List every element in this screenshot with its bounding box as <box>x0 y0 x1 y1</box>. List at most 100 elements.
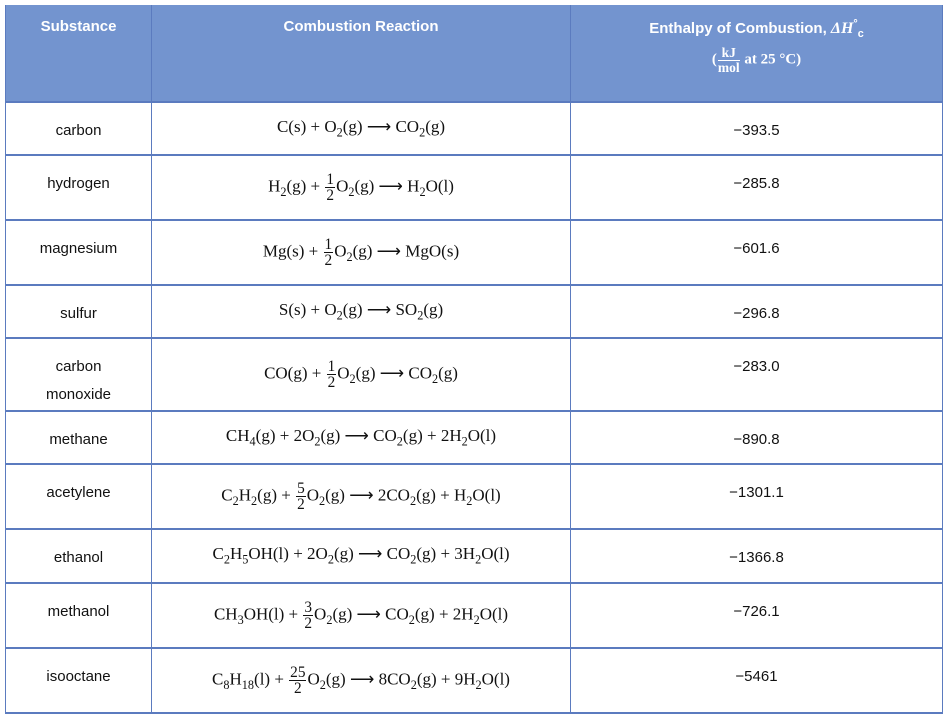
subscript: 2 <box>319 677 326 692</box>
column-header: Combustion Reaction <box>151 5 571 102</box>
text-part: CO(g) + <box>264 363 326 383</box>
denominator: 2 <box>293 680 302 697</box>
subscript: 2 <box>346 249 353 264</box>
numerator: 1 <box>326 357 337 375</box>
enthalpy: −283.0 <box>570 337 943 412</box>
text-part: Mg(s) + <box>262 241 323 261</box>
text-part: at 25 °C) <box>740 51 802 68</box>
substance: magnesium <box>39 240 118 257</box>
subscript: 2 <box>349 371 356 386</box>
subscript: 4 <box>249 434 256 449</box>
subscript: 2 <box>461 434 468 449</box>
combustion-table: Substance Combustion Reaction Enthalpy of … <box>5 5 943 714</box>
text-part: O <box>307 669 320 689</box>
numerator: kJ <box>717 46 740 61</box>
text-part: Enthalpy of Combustion, <box>649 20 831 37</box>
text-part: (g) + H <box>416 485 467 505</box>
text-part: (g) ⟶ MgO(s) <box>352 241 460 261</box>
subscript: 2 <box>431 371 439 386</box>
text-part: (l) + <box>254 669 289 689</box>
text-part: (g) + 3H <box>416 544 476 564</box>
substance: sulfur <box>60 305 97 322</box>
subscript: 5 <box>242 552 249 567</box>
numerator: 1 <box>323 235 334 253</box>
denominator: 2 <box>297 496 305 513</box>
text-part: (g) + <box>257 485 296 505</box>
text-part: O(l) <box>481 669 510 689</box>
substance-cell: methane <box>5 410 152 465</box>
text-part: (g) + <box>286 176 325 196</box>
text-part: (g) ⟶ H <box>354 176 420 196</box>
column-header: Enthalpy of Combustion, ΔH°c (kJ mol at 25… <box>570 5 943 102</box>
text-part: O <box>336 176 349 196</box>
subscript: 2 <box>314 434 321 449</box>
table-row: hydrogen H2(g) + 1 2 O2(g) ⟶ H2O(l) −285.8 <box>5 154 943 221</box>
substance: carbon <box>55 122 102 139</box>
substance: hydrogen <box>47 175 110 192</box>
text-part: S(s) + O <box>278 299 337 319</box>
text-part: C <box>212 544 224 564</box>
subscript: 2 <box>326 612 333 627</box>
header-line: Enthalpy of Combustion, ΔH°c <box>649 18 864 40</box>
text-part: O <box>306 485 320 505</box>
numerator: 5 <box>296 479 306 497</box>
text-part: (g) + 2H <box>402 425 462 445</box>
reaction-cell: S(s) + O2(g) ⟶ SO2(g) <box>151 284 571 339</box>
reaction-cell: Mg(s) + 1 2 O2(g) ⟶ MgO(s) <box>151 219 571 286</box>
substance: acetylene <box>46 484 111 501</box>
subscript: c <box>857 28 864 40</box>
reaction-cell: CH3OH(l) + 3 2 O2(g) ⟶ CO2(g) + 2H2O(l) <box>151 582 571 649</box>
fraction: 25 2 <box>289 664 307 697</box>
subscript: 2 <box>466 493 473 508</box>
text-part: OH(l) + 2O <box>248 544 328 564</box>
enthalpy: −393.5 <box>570 101 943 156</box>
table-row: methane CH4(g) + 2O2(g) ⟶ CO2(g) + 2H2O(l… <box>5 410 943 465</box>
text-part: H <box>229 544 243 564</box>
subscript: 2 <box>223 552 230 567</box>
table-body: carbon C(s) + O2(g) ⟶ CO2(g) −393.5 hydroge… <box>5 101 943 714</box>
header-line: (kJ mol at 25 °C) <box>572 46 941 74</box>
text-part: O <box>314 604 327 624</box>
table-row: sulfur S(s) + O2(g) ⟶ SO2(g) −296.8 <box>5 284 943 339</box>
substance-cell: sulfur <box>5 284 152 339</box>
subscript: 2 <box>410 552 417 567</box>
text-part: C <box>221 485 233 505</box>
subscript: 2 <box>348 184 355 199</box>
text-part: C <box>212 669 224 689</box>
table-header: Substance Combustion Reaction Enthalpy of … <box>5 5 943 102</box>
reaction-cell: H2(g) + 1 2 O2(g) ⟶ H2O(l) <box>151 154 571 221</box>
text-part: C(s) + O <box>276 116 337 136</box>
column-header: Substance <box>5 5 152 102</box>
subscript: 2 <box>473 612 480 627</box>
text-part: ( <box>711 51 717 68</box>
substance-cell: carbon <box>5 101 152 156</box>
table-row: acetylene C2H2(g) + 5 2 O2(g) ⟶ 2CO2(g) + H… <box>5 463 943 530</box>
substance: methane <box>49 431 108 448</box>
substance-cell: carbon monoxide <box>5 337 152 412</box>
subscript: 2 <box>336 308 343 323</box>
text-part: (g) ⟶ 2CO <box>325 485 410 505</box>
header-row: Substance Combustion Reaction Enthalpy of … <box>5 5 943 102</box>
subscript: 2 <box>280 184 287 199</box>
reaction-cell: C2H5OH(l) + 2O2(g) ⟶ CO2(g) + 3H2O(l) <box>151 528 571 584</box>
enthalpy: −5461 <box>570 647 943 714</box>
subscript: 8 <box>223 677 230 692</box>
numerator: 1 <box>325 170 336 188</box>
enthalpy: −601.6 <box>570 219 943 286</box>
text-part: CH <box>225 425 250 445</box>
denominator: 2 <box>327 374 336 391</box>
reaction-cell: CO(g) + 1 2 O2(g) ⟶ CO2(g) <box>151 337 571 412</box>
subscript: 2 <box>410 677 417 692</box>
text-part: (g) <box>438 363 458 383</box>
enthalpy: −1366.8 <box>570 528 943 584</box>
numerator: 3 <box>303 598 314 616</box>
enthalpy: −890.8 <box>570 410 943 465</box>
substance: methanol <box>47 603 110 620</box>
subscript: 2 <box>475 677 482 692</box>
substance-cell: acetylene <box>5 463 152 530</box>
text-part: H <box>268 176 281 196</box>
fraction: kJ mol <box>717 46 740 74</box>
text-part: H <box>238 485 252 505</box>
